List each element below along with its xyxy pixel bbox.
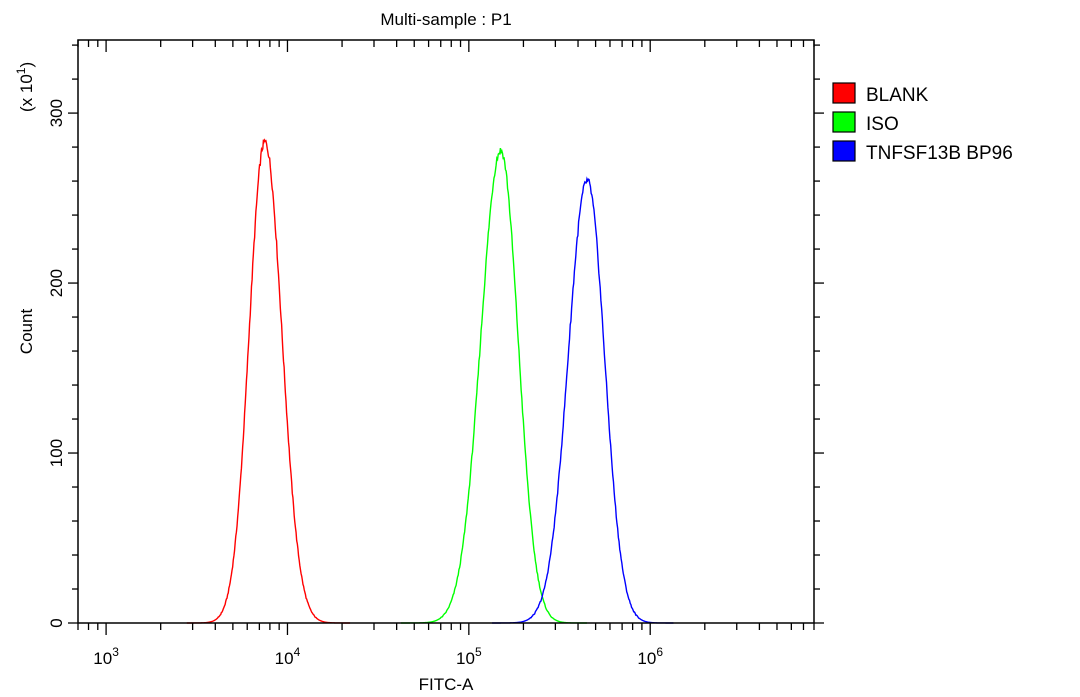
x-axis-label: FITC-A [419, 675, 474, 694]
y-axis-multiplier-base: (x 10 [17, 74, 36, 112]
legend-swatch [832, 140, 856, 162]
x-tick-label: 103 [93, 645, 119, 668]
legend-label: TNFSF13B BP96 [866, 143, 1013, 164]
y-axis-label: Count [17, 309, 36, 355]
x-tick-base: 10 [93, 649, 112, 668]
y-axis-multiplier-exponent: 1 [14, 67, 28, 74]
x-tick-exponent: 4 [294, 645, 301, 659]
legend-swatch [832, 111, 856, 133]
series-iso-line [401, 148, 587, 624]
y-axis-multiplier: (x 101) [14, 62, 36, 112]
x-tick-label: 104 [275, 645, 301, 668]
x-tick-base: 10 [275, 649, 294, 668]
series-layer [186, 138, 674, 624]
x-tick-base: 10 [456, 649, 475, 668]
legend: BLANK ISO TNFSF13B BP96 [832, 82, 1013, 164]
x-tick-exponent: 6 [656, 645, 663, 659]
legend-label: BLANK [866, 85, 929, 106]
legend-swatch [832, 82, 856, 104]
x-tick-label: 106 [637, 645, 663, 668]
legend-label: ISO [866, 114, 899, 135]
y-axis-multiplier-close: ) [17, 62, 36, 68]
y-tick-label: 100 [47, 439, 66, 467]
x-tick-exponent: 5 [475, 645, 482, 659]
y-tick-label: 200 [47, 269, 66, 297]
y-tick-label: 300 [47, 99, 66, 127]
plot-frame [77, 39, 815, 624]
y-tick-label: 0 [47, 618, 66, 627]
x-tick-exponent: 3 [112, 645, 119, 659]
series-blank-line [186, 138, 351, 624]
chart-title: Multi-sample : P1 [380, 10, 511, 29]
series-tnfsf13b-bp96-line [492, 176, 674, 624]
x-tick-label: 105 [456, 645, 482, 668]
x-tick-base: 10 [637, 649, 656, 668]
